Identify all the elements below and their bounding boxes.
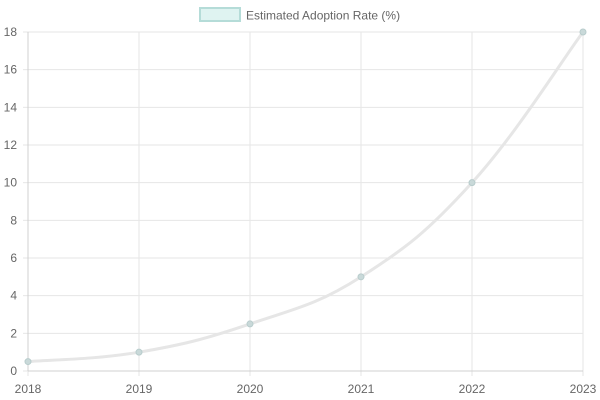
series-line [26,30,585,364]
data-point[interactable] [246,320,254,328]
y-tick-label: 14 [4,100,18,114]
y-tick-label: 4 [10,289,17,303]
y-tick-label: 2 [10,326,17,340]
legend-swatch [199,7,241,22]
y-tick-label: 12 [4,138,18,152]
data-point[interactable] [357,273,365,281]
series-estimated-adoption-rate [24,28,587,366]
y-tick-label: 18 [4,25,18,39]
legend-label: Estimated Adoption Rate (%) [246,9,400,23]
data-point[interactable] [24,358,32,366]
y-tick-label: 0 [10,364,17,378]
data-point[interactable] [579,28,587,36]
data-point[interactable] [135,348,143,356]
data-point[interactable] [468,179,476,187]
x-tick-label: 2020 [237,382,264,396]
y-tick-label: 10 [4,176,18,190]
y-tick-label: 16 [4,63,18,77]
x-tick-label: 2022 [459,382,486,396]
x-tick-label: 2021 [348,382,375,396]
x-tick-label: 2023 [570,382,597,396]
axes: 0 2 4 6 8 10 12 14 16 18 2018 2019 2020 2021 2022 2023 [4,25,597,396]
y-tick-label: 6 [10,251,17,265]
y-tick-label: 8 [10,213,17,227]
legend[interactable]: Estimated Adoption Rate (%) [199,7,400,23]
x-tick-label: 2018 [15,382,42,396]
grid [23,31,584,376]
x-tick-label: 2019 [126,382,153,396]
